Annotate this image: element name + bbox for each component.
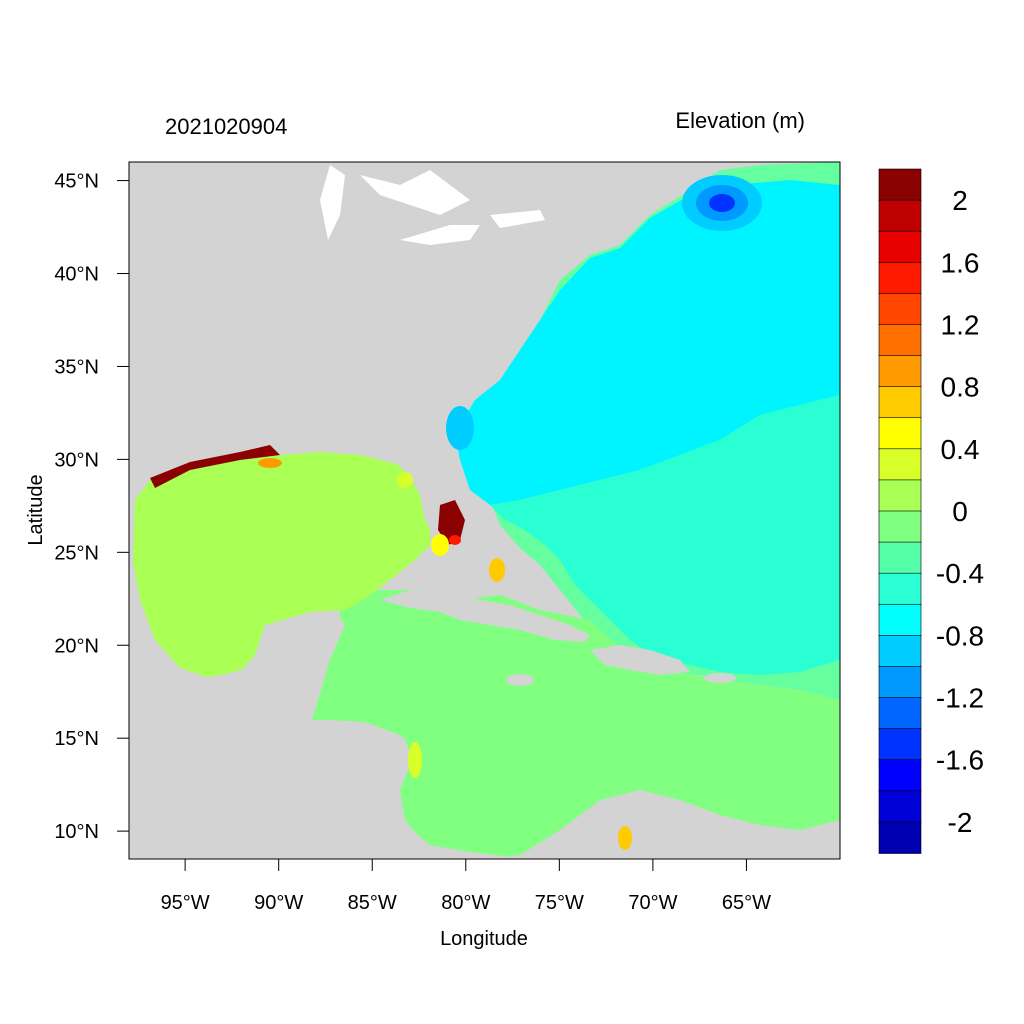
colorbar-swatch <box>878 541 922 574</box>
colorbar <box>878 168 922 854</box>
caribbean-sea <box>312 590 840 859</box>
colorbar-swatch <box>878 293 922 326</box>
central-america <box>129 715 466 859</box>
y-tick-label: 20°N <box>54 635 99 657</box>
x-tick-label: 75°W <box>535 892 584 914</box>
colorbar-label: 0.4 <box>941 434 980 465</box>
bahamas-yellow <box>489 558 505 582</box>
big-bend-yellow <box>397 472 413 488</box>
y-tick-label: 30°N <box>54 449 99 471</box>
puerto-rico <box>704 673 736 683</box>
colorbar-swatch <box>878 666 922 699</box>
colorbar-swatch <box>878 510 922 543</box>
florida-bay-yellow <box>431 534 449 556</box>
cuba <box>380 590 590 642</box>
x-tick-label: 85°W <box>348 892 397 914</box>
colorbar-swatch <box>878 759 922 792</box>
y-tick-label: 25°N <box>54 542 99 564</box>
colorbar-label: 1.2 <box>941 309 980 340</box>
colorbar-label: 1.6 <box>941 247 980 278</box>
south-america <box>480 790 840 859</box>
colorbar-swatch <box>878 386 922 419</box>
gulf-coast-red <box>150 445 280 488</box>
map-plot-area <box>129 162 840 859</box>
colorbar-swatch <box>878 572 922 606</box>
y-tick-label: 35°N <box>54 356 99 378</box>
colorbar-swatch <box>878 168 922 201</box>
colorbar-swatch <box>878 324 922 357</box>
colorbar-label: 0.8 <box>941 372 980 403</box>
florida-surge-high <box>438 500 465 545</box>
y-tick-label: 10°N <box>54 821 99 843</box>
y-tick-label: 45°N <box>54 171 99 193</box>
gulf-of-maine-low-core <box>709 194 735 212</box>
colorbar-label: -1.2 <box>936 683 984 714</box>
colorbar-label: 2 <box>952 185 968 216</box>
x-axis: 95°W 90°W 85°W 80°W 75°W 70°W 65°W <box>161 859 771 914</box>
jamaica <box>506 674 534 686</box>
colorbar-swatch <box>878 261 922 295</box>
louisiana-orange <box>258 458 282 468</box>
x-tick-label: 70°W <box>628 892 677 914</box>
colorbar-swatch <box>878 790 922 823</box>
florida-tip-high <box>449 535 461 545</box>
hispaniola <box>590 645 690 675</box>
great-lakes <box>320 165 545 245</box>
colorbar-swatch <box>878 448 922 481</box>
variable-title: Elevation (m) <box>675 108 805 133</box>
y-tick-label: 40°N <box>54 264 99 286</box>
honduras-yellow <box>408 742 422 778</box>
atlantic-teal-band <box>490 395 840 675</box>
x-tick-label: 90°W <box>254 892 303 914</box>
y-axis-label: Latitude <box>25 474 47 545</box>
colorbar-swatch <box>878 417 922 450</box>
colorbar-swatch <box>878 728 922 761</box>
date-title: 2021020904 <box>165 114 287 139</box>
x-tick-label: 80°W <box>441 892 490 914</box>
atlantic-cyan-band <box>455 180 840 505</box>
x-tick-label: 65°W <box>722 892 771 914</box>
x-tick-label: 95°W <box>161 892 210 914</box>
colorbar-swatch <box>878 821 922 854</box>
x-axis-label: Longitude <box>440 928 528 950</box>
plot-frame <box>128 161 841 860</box>
colorbar-swatch <box>878 355 922 388</box>
colorbar-swatch <box>878 479 922 512</box>
yucatan <box>185 612 345 725</box>
colorbar-swatch <box>878 230 922 264</box>
colorbar-label: -0.4 <box>936 558 984 589</box>
sc-coastal-low <box>446 406 474 450</box>
y-tick-label: 15°N <box>54 728 99 750</box>
colorbar-label: -2 <box>948 807 973 838</box>
colorbar-swatch <box>878 603 922 637</box>
colorbar-label: -0.8 <box>936 620 984 651</box>
venezuela-yellow <box>618 826 632 850</box>
y-axis: 45°N 40°N 35°N 30°N 25°N 20°N 15°N 10°N <box>54 171 129 843</box>
colorbar-swatch <box>878 697 922 730</box>
colorbar-label: -1.6 <box>936 745 984 776</box>
colorbar-swatch <box>878 199 922 232</box>
colorbar-swatch <box>878 635 922 668</box>
colorbar-label: 0 <box>952 496 968 527</box>
colorbar-labels: 2 1.6 1.2 0.8 0.4 0 -0.4 -0.8 -1.2 -1.6 -2 <box>936 185 984 838</box>
gulf-of-mexico <box>133 452 430 678</box>
